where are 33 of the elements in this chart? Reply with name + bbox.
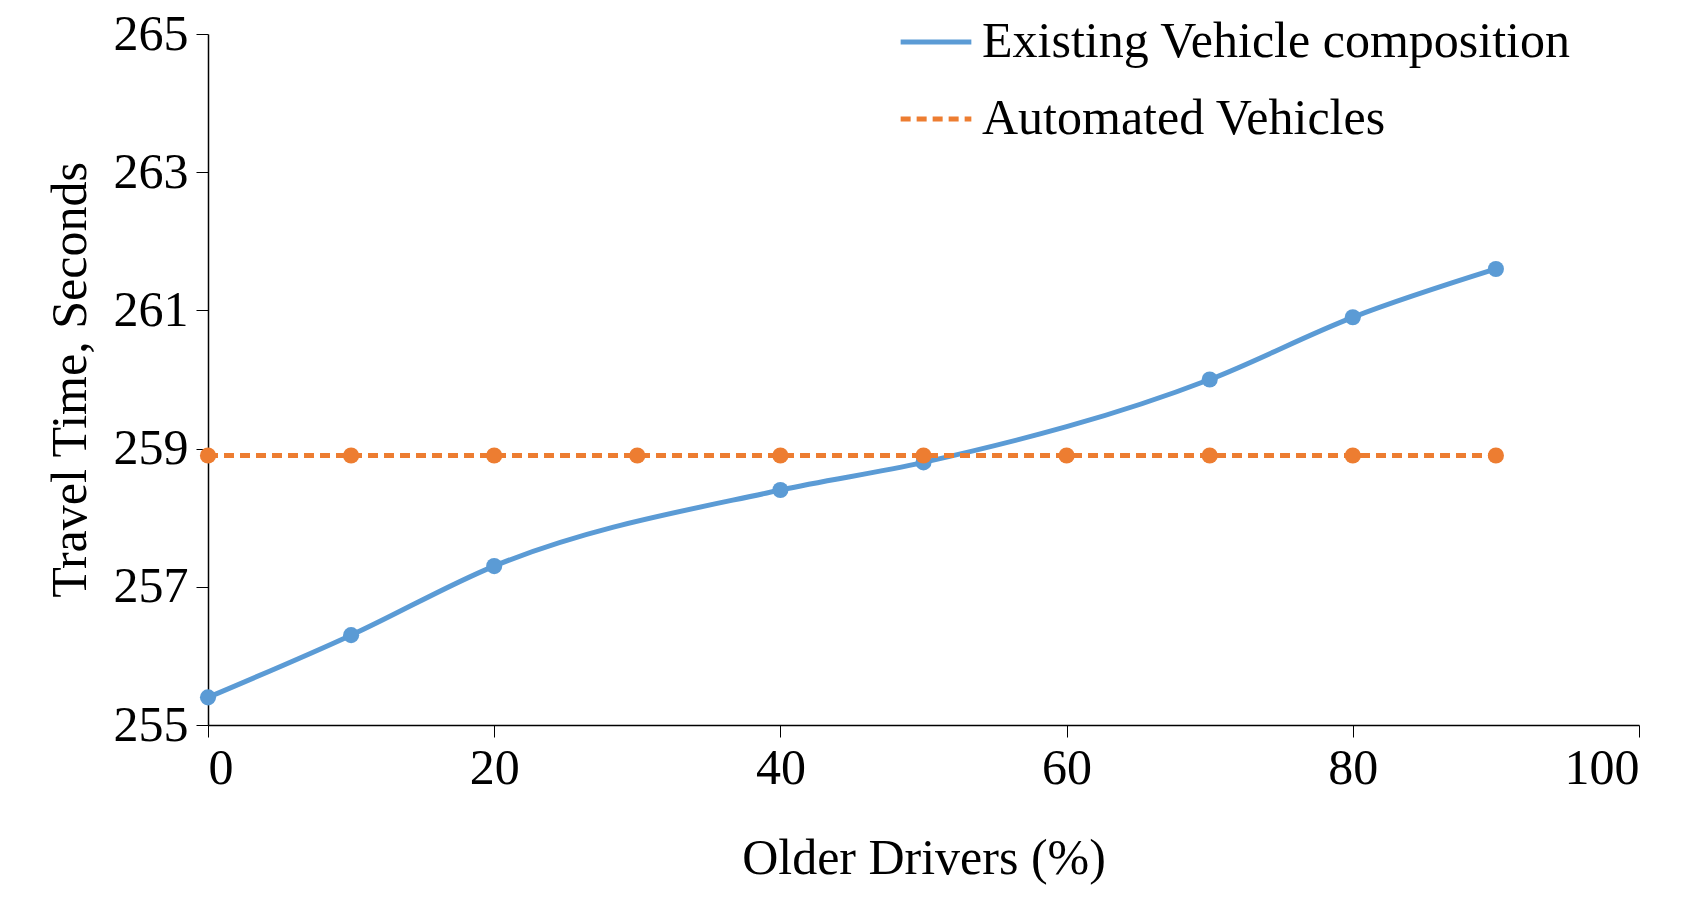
point — [486, 558, 503, 575]
point — [343, 627, 360, 644]
x-tick-label: 20 — [469, 738, 520, 795]
y-tick-label: 261 — [113, 280, 189, 337]
y-tick-label: 263 — [113, 142, 189, 199]
point — [1201, 371, 1218, 388]
point — [629, 447, 646, 464]
point — [1058, 447, 1075, 464]
point — [772, 447, 789, 464]
point — [199, 447, 217, 464]
y-tick-label: 265 — [113, 4, 189, 61]
legend-label: Automated Vehicles — [982, 89, 1386, 145]
x-tick-label: 60 — [1042, 738, 1093, 795]
legend-label: Existing Vehicle composition — [982, 12, 1570, 68]
x-tick-label: 40 — [755, 738, 806, 795]
point — [772, 482, 789, 499]
y-axis-title: Travel Time, Seconds — [40, 162, 97, 598]
point — [199, 689, 217, 706]
x-axis-title: Older Drivers (%) — [742, 828, 1106, 885]
y-tick-label: 257 — [113, 557, 189, 614]
x-tick-label: 100 — [1564, 738, 1640, 795]
x-tick-label: 0 — [208, 738, 234, 795]
y-tick-label: 255 — [113, 695, 189, 752]
point — [1344, 309, 1361, 326]
point — [915, 447, 932, 464]
point — [1201, 447, 1218, 464]
x-tick-label: 80 — [1328, 738, 1379, 795]
point — [1487, 447, 1504, 464]
point — [1487, 260, 1504, 277]
point — [343, 447, 360, 464]
y-tick-label: 259 — [113, 419, 189, 476]
point — [1344, 447, 1361, 464]
point — [486, 447, 503, 464]
